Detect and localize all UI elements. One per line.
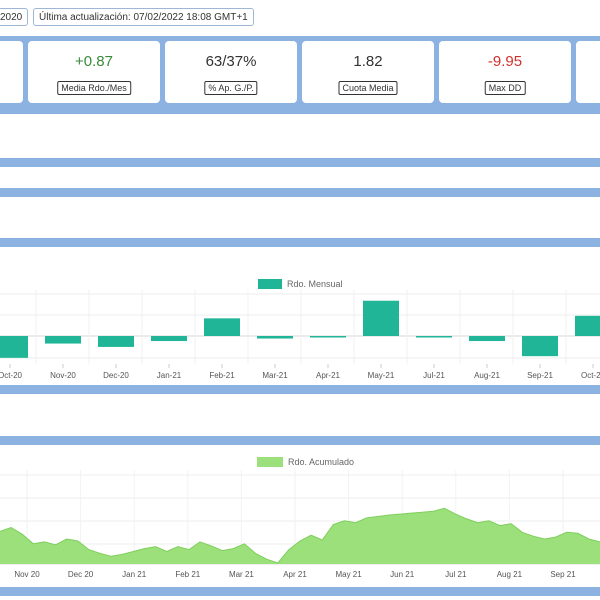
x-tick-label: Dec-20 [103,371,129,380]
cumulative-line [0,507,600,564]
x-tick-label: Mar 21 [229,570,254,579]
monthly-result-chart: Rdo. Mensual Oct-20 Nov-20 Dec-20 Jan-21 Feb… [0,279,600,380]
x-tick-label: Oct-21 [581,371,600,380]
period-chip: 2020 [0,8,29,26]
bar-Jan-21 [151,336,187,342]
legend-label: Rdo. Acumulado [288,457,354,467]
x-tick-label: Jul 21 [445,570,467,579]
bar-Jul-21 [416,336,452,338]
stat-label: % Ap. G./P. [204,81,258,95]
bar-Dec-20 [98,336,134,347]
legend-swatch [257,457,283,467]
x-tick-label: Oct-20 [0,371,23,380]
x-tick-label: May-21 [368,371,395,380]
x-tick-label: Jul-21 [423,371,445,380]
x-tick-label: Nov 20 [14,570,40,579]
x-tick-label: Sep 21 [550,570,576,579]
stat-value: -9.95 [487,53,523,70]
cumulative-area [0,508,600,564]
bar-Apr-21 [310,336,346,338]
section-divider [0,385,600,394]
legend-swatch [258,279,282,289]
x-tick-label: Apr 21 [283,570,307,579]
bar-May-21 [363,300,399,336]
stat-label: Max DD [484,81,526,95]
x-tick-label: May 21 [335,570,362,579]
stat-card-win-loss: 63/37% % Ap. G./P. [165,41,297,103]
stat-card-avg-odds: 1.82 Cuota Media [302,41,434,103]
x-tick-label: Feb 21 [175,570,200,579]
bar-Mar-21 [257,336,293,339]
bar-Aug-21 [469,336,505,342]
stat-value: 1.82 [353,53,383,70]
stat-value: +0.87 [75,53,113,70]
last-update-chip: Última actualización: 07/02/2022 18:08 G… [33,8,254,26]
x-tick-label: Aug 21 [497,570,523,579]
x-tick-label: Jan 21 [122,570,147,579]
x-tick-label: Mar-21 [262,371,288,380]
x-tick-label: Aug-21 [474,371,500,380]
stat-value: 63/37% [205,53,257,70]
bar-Oct-20 [0,336,28,358]
x-tick-label: Jun 21 [390,570,415,579]
section-divider [0,436,600,445]
x-tick-label: Nov-20 [50,371,76,380]
stat-card-partial-left [0,41,23,103]
x-tick-label: Jan-21 [157,371,182,380]
x-tick-label: Feb-21 [209,371,235,380]
bar-Feb-21 [204,318,240,336]
x-tick-label: Apr-21 [316,371,341,380]
section-divider [0,158,600,167]
stat-card-avg-month: +0.87 Media Rdo./Mes [28,41,160,103]
stat-label: Media Rdo./Mes [57,81,131,95]
cumulative-result-chart: Rdo. Acumulado Nov 20 Dec 20 Jan 21 Feb 21 M… [0,457,600,579]
bar-Sep-21 [522,336,558,357]
stat-card-max-dd: -9.95 Max DD [439,41,571,103]
bar-Nov-20 [45,336,81,344]
bar-Oct-21 [575,315,600,336]
stat-label: Cuota Media [338,81,398,95]
x-tick-label: Sep-21 [527,371,553,380]
section-divider [0,238,600,247]
stat-card-partial-right [576,41,600,103]
legend-label: Rdo. Mensual [287,279,343,289]
section-divider [0,587,600,596]
section-divider [0,188,600,197]
x-tick-label: Dec 20 [68,570,94,579]
